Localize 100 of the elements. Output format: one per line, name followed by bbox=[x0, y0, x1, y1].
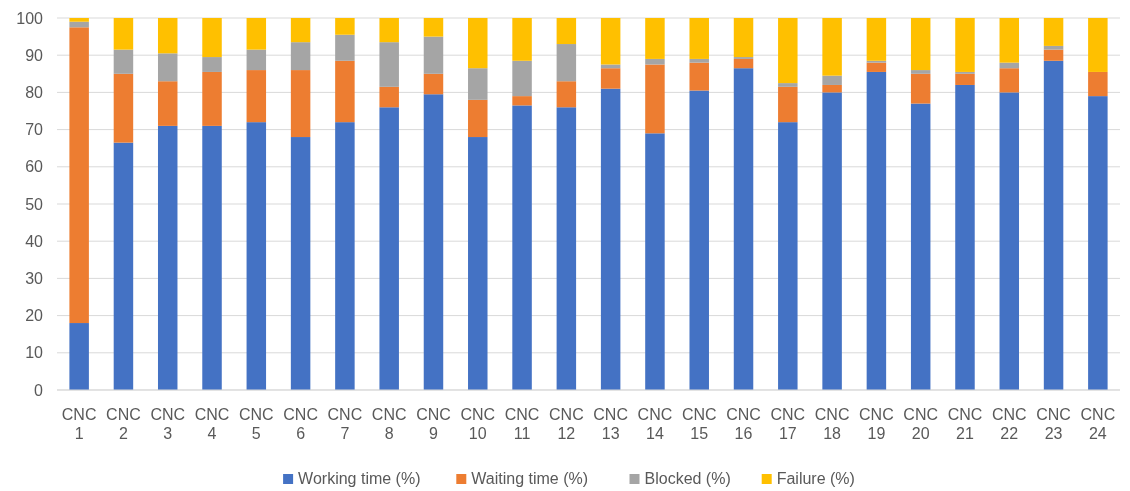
bar bbox=[955, 84, 975, 390]
bar bbox=[69, 27, 89, 324]
x-tick-label: CNC 24 bbox=[1080, 406, 1116, 442]
bar bbox=[379, 107, 399, 390]
x-tick-label: CNC 5 bbox=[238, 406, 274, 442]
bar bbox=[866, 71, 887, 390]
x-tick-label: CNC 18 bbox=[814, 406, 850, 442]
bar bbox=[69, 18, 89, 22]
bar bbox=[645, 64, 665, 134]
bar bbox=[999, 92, 1020, 390]
bar bbox=[335, 18, 355, 35]
bar bbox=[866, 18, 887, 61]
bar bbox=[512, 96, 532, 106]
bar bbox=[910, 70, 931, 74]
x-tick-label: CNC 2 bbox=[106, 406, 141, 442]
bar bbox=[246, 49, 267, 71]
y-tick-label: 80 bbox=[25, 84, 44, 101]
bar bbox=[733, 18, 754, 58]
bar bbox=[822, 84, 842, 93]
bar bbox=[423, 73, 444, 95]
x-tick-label: CNC 6 bbox=[283, 406, 318, 442]
bar bbox=[1043, 49, 1064, 61]
legend-label: Working time (%) bbox=[298, 470, 421, 487]
bar bbox=[512, 60, 532, 97]
bar bbox=[423, 18, 444, 37]
x-tick-label: CNC 20 bbox=[903, 406, 939, 442]
x-tick-label: CNC 11 bbox=[504, 406, 540, 442]
bar bbox=[600, 18, 621, 65]
bar bbox=[689, 58, 709, 63]
bar bbox=[1043, 18, 1064, 46]
bar bbox=[556, 81, 577, 108]
x-tick-label: CNC 21 bbox=[947, 406, 983, 442]
bar bbox=[423, 36, 444, 74]
bar bbox=[822, 18, 842, 76]
bar bbox=[910, 103, 931, 390]
legend-label: Blocked (%) bbox=[644, 470, 731, 487]
x-tick-label: CNC 7 bbox=[327, 406, 363, 442]
x-tick-label: CNC 17 bbox=[770, 406, 806, 442]
y-tick-label: 90 bbox=[25, 46, 44, 64]
bar bbox=[822, 92, 842, 390]
bar bbox=[202, 125, 222, 390]
bar bbox=[157, 81, 178, 126]
bar bbox=[423, 94, 444, 390]
bar bbox=[246, 18, 267, 50]
x-tick-label: CNC 23 bbox=[1036, 406, 1071, 442]
x-tick-label: CNC 8 bbox=[371, 406, 407, 442]
bar bbox=[733, 68, 754, 390]
x-tick-label: CNC 16 bbox=[726, 406, 761, 442]
bar bbox=[202, 71, 222, 126]
x-tick-label: CNC 10 bbox=[460, 406, 496, 442]
bar bbox=[468, 68, 488, 100]
bar bbox=[689, 18, 709, 59]
bar bbox=[157, 125, 178, 390]
bar bbox=[600, 88, 621, 390]
y-tick-label: 20 bbox=[25, 307, 44, 325]
bar bbox=[645, 58, 665, 65]
x-tick-label: CNC 15 bbox=[681, 406, 717, 442]
bar bbox=[556, 44, 577, 82]
bar bbox=[113, 142, 134, 390]
x-tick-label: CNC 3 bbox=[150, 406, 186, 442]
bar bbox=[157, 53, 178, 82]
bar bbox=[113, 73, 134, 143]
bar bbox=[1088, 18, 1108, 72]
bar bbox=[999, 18, 1020, 63]
bar bbox=[379, 86, 399, 108]
y-tick-label: 0 bbox=[34, 381, 44, 399]
bar bbox=[600, 68, 621, 89]
bar bbox=[778, 18, 798, 84]
bar bbox=[689, 62, 709, 91]
bar bbox=[290, 137, 311, 390]
bar bbox=[1088, 71, 1108, 97]
legend-label: Failure (%) bbox=[776, 470, 855, 487]
bar bbox=[468, 137, 488, 390]
x-tick-label: CNC 1 bbox=[61, 406, 97, 442]
bar bbox=[1088, 96, 1108, 390]
bar bbox=[955, 18, 975, 72]
y-tick-label: 50 bbox=[25, 195, 44, 213]
bar bbox=[246, 70, 267, 123]
bar bbox=[335, 34, 355, 61]
bar bbox=[512, 105, 532, 390]
x-tick-label: CNC 4 bbox=[194, 406, 230, 442]
bar bbox=[778, 83, 798, 87]
bar bbox=[910, 73, 931, 104]
bar bbox=[645, 133, 665, 390]
bar bbox=[290, 42, 311, 71]
bar bbox=[1043, 60, 1064, 390]
bar bbox=[468, 18, 488, 69]
bar bbox=[645, 18, 665, 59]
bar bbox=[113, 18, 134, 50]
y-tick-label: 100 bbox=[16, 9, 44, 27]
x-tick-label: CNC 22 bbox=[991, 406, 1027, 442]
bar bbox=[468, 99, 488, 138]
bar bbox=[290, 70, 311, 138]
x-tick-label: CNC 19 bbox=[859, 406, 894, 442]
bar bbox=[910, 18, 931, 71]
y-tick-label: 10 bbox=[25, 344, 44, 362]
bar bbox=[733, 58, 754, 69]
bar bbox=[556, 107, 577, 390]
bar bbox=[1043, 45, 1064, 50]
y-tick-label: 30 bbox=[25, 270, 44, 287]
